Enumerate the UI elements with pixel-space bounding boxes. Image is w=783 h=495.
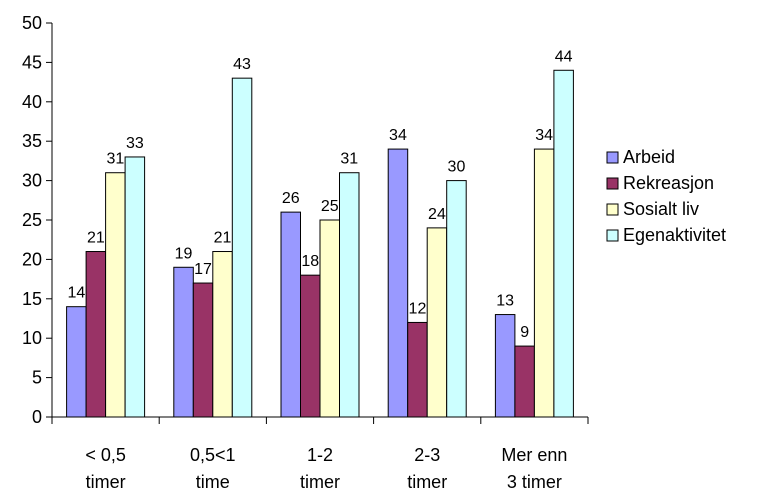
bar (85, 251, 107, 418)
data-label: 25 (321, 198, 339, 215)
bars (66, 69, 574, 418)
data-label: 30 (448, 159, 466, 176)
legend-label: Sosialt liv (623, 199, 699, 219)
bar (553, 69, 574, 418)
y-tick-label: 5 (32, 368, 42, 388)
x-tick-label: 3 timer (507, 472, 562, 492)
data-label: 14 (67, 285, 85, 302)
data-label: 43 (233, 56, 251, 73)
legend-label: Egenaktivitet (623, 225, 726, 245)
legend-swatch (606, 151, 619, 164)
bar (319, 219, 340, 418)
y-tick-label: 25 (22, 210, 42, 230)
y-tick-label: 50 (22, 13, 42, 33)
legend-swatch (606, 203, 619, 216)
bar (192, 282, 214, 418)
bar (339, 172, 360, 418)
x-tick-label: 0,5<1 (190, 445, 236, 465)
y-tick-label: 0 (32, 407, 42, 427)
data-label: 19 (175, 245, 193, 262)
data-label: 31 (340, 151, 358, 168)
y-tick-label: 30 (22, 171, 42, 191)
bar (300, 274, 321, 418)
bar (407, 321, 428, 418)
y-tick-label: 45 (22, 52, 42, 72)
legend-label: Rekreasjon (623, 173, 714, 193)
data-label: 24 (428, 206, 446, 223)
legend-swatch (606, 229, 619, 242)
data-label: 44 (555, 48, 573, 65)
data-label: 21 (214, 230, 232, 247)
data-label: 26 (282, 190, 300, 207)
bar (212, 251, 233, 418)
bar (514, 345, 535, 418)
bar (446, 180, 467, 418)
x-tick-label: time (196, 472, 230, 492)
bar (426, 227, 448, 418)
bar (280, 211, 301, 418)
x-tick-label: timer (407, 472, 447, 492)
bar (231, 77, 253, 418)
y-axis: 0 5 10 15 20 25 30 35 40 45 50 (22, 13, 53, 427)
legend-label: Arbeid (623, 147, 675, 167)
y-tick-label: 20 (22, 249, 42, 269)
y-tick-label: 10 (22, 328, 42, 348)
legend: Arbeid Rekreasjon Sosialt liv Egenaktivitet (606, 147, 726, 245)
x-tick-label: 2-3 (414, 445, 440, 465)
x-tick-label: timer (300, 472, 340, 492)
y-tick-label: 15 (22, 289, 42, 309)
data-label: 18 (301, 253, 319, 270)
data-label: 33 (126, 135, 144, 152)
bar (173, 266, 194, 418)
x-tick-label: < 0,5 (85, 445, 126, 465)
bar (533, 148, 555, 418)
x-tick-label: 1-2 (307, 445, 333, 465)
data-label: 34 (535, 127, 553, 144)
data-label: 34 (389, 127, 407, 144)
data-label: 17 (194, 261, 212, 278)
data-label: 21 (87, 230, 105, 247)
data-label: 9 (520, 324, 529, 341)
bar (494, 314, 516, 418)
x-axis: < 0,5 timer 0,5<1 time 1-2 timer 2-3 timer Mer e… (51, 416, 589, 492)
y-tick-label: 35 (22, 131, 42, 151)
x-tick-label: Mer enn (501, 445, 567, 465)
bar (66, 306, 87, 418)
bar (124, 156, 146, 418)
x-tick-label: timer (86, 472, 126, 492)
y-tick-label: 40 (22, 92, 42, 112)
bar (105, 172, 126, 418)
legend-swatch (606, 177, 619, 190)
data-label: 31 (106, 151, 124, 168)
data-label: 13 (496, 293, 514, 310)
bar (387, 148, 409, 418)
data-label: 12 (409, 300, 427, 317)
